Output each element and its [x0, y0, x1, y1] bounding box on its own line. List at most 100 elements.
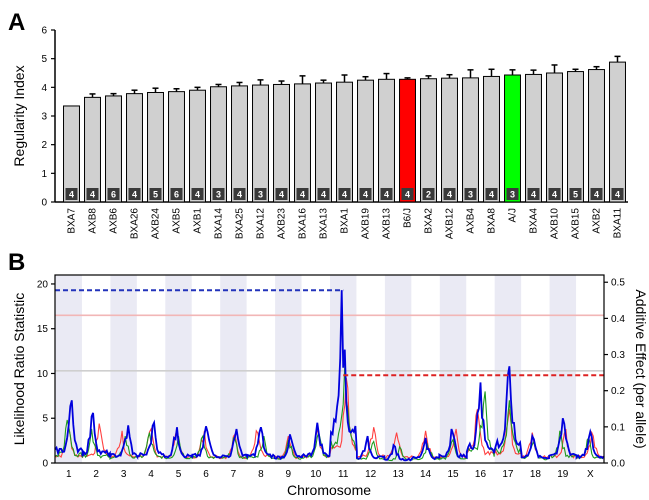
a-bar [336, 81, 353, 203]
a-bar [399, 78, 416, 203]
b-chromosome-label: 16 [475, 469, 487, 480]
a-n-box [212, 188, 225, 200]
a-n-box [590, 188, 603, 200]
a-bar [588, 69, 605, 203]
a-n-label: 4 [531, 190, 536, 200]
a-category-label: AXB1 [193, 208, 204, 234]
b-chromosome-label: 7 [231, 469, 237, 480]
a-n-box [128, 188, 141, 200]
a-n-label: 5 [573, 190, 578, 200]
a-category-label: BXA4 [529, 208, 540, 234]
a-category-label: AXB15 [571, 208, 582, 240]
a-n-label: 4 [90, 190, 95, 200]
a-y-ticks: 0 1 2 3 4 5 6 [41, 26, 55, 209]
bar-chart: 0 1 2 3 4 5 6 4 4 6 4 5 6 4 3 4 3 4 4 4 4 4 4 4 2 4 3 4 3 4 4 5 4 4 BXA7… [41, 26, 628, 240]
a-n-label: 4 [321, 190, 326, 200]
panel-b-label: B [8, 249, 25, 276]
a-category-label: BXA25 [235, 208, 246, 240]
a-bar [126, 93, 143, 203]
b-chromosome-label: 9 [286, 469, 292, 480]
a-n-label: 4 [195, 190, 200, 200]
a-n-box [65, 188, 78, 200]
b-left-tick-label: 20 [37, 279, 49, 290]
a-n-label: 3 [510, 190, 515, 200]
a-n-label: 4 [132, 190, 137, 200]
a-bar [357, 79, 374, 203]
a-bar [231, 85, 248, 203]
b-chromosome-label: X [587, 469, 594, 480]
a-n-box [107, 188, 120, 200]
b-chromosome-band [55, 275, 83, 463]
b-right-tick-label: 0.3 [611, 350, 625, 361]
a-n-box [86, 188, 99, 200]
a-y-tick-label: 3 [41, 112, 47, 123]
b-chromosome-label: 1 [66, 469, 72, 480]
a-category-label: AXB12 [445, 208, 456, 240]
b-chromosome-label: 17 [502, 469, 514, 480]
a-n-box [275, 188, 288, 200]
a-n-box [611, 188, 624, 200]
a-n-box [464, 188, 477, 200]
a-n-label: 4 [615, 190, 620, 200]
b-chromosome-band [549, 275, 577, 463]
b-right-tick-label: 0.0 [611, 459, 625, 470]
a-n-box [338, 188, 351, 200]
a-n-label: 4 [279, 190, 284, 200]
b-chromosome-band [274, 275, 303, 463]
a-bar [567, 71, 584, 203]
b-chromosome-label: 2 [93, 469, 99, 480]
a-category-label: BXA13 [319, 208, 330, 240]
a-category-label: AXB5 [172, 208, 183, 234]
b-chromosome-label: 5 [176, 469, 182, 480]
b-chromosome-bands [54, 275, 578, 463]
a-category-label: BXA26 [130, 208, 141, 240]
a-category-label: BXA7 [67, 208, 78, 234]
a-category-label: AXB4 [466, 208, 477, 234]
a-category-label: BXA12 [256, 208, 267, 240]
a-category-label: A/J [508, 208, 519, 222]
a-n-label: 6 [174, 190, 179, 200]
a-bar [63, 105, 80, 203]
a-n-label: 5 [153, 190, 158, 200]
a-bar [168, 91, 185, 203]
a-category-label: B6/J [403, 208, 414, 228]
a-category-label: AXB10 [550, 208, 561, 240]
a-y-tick-label: 5 [41, 54, 47, 65]
a-n-box [443, 188, 456, 200]
a-n-label: 4 [447, 190, 452, 200]
b-chromosome-band [494, 275, 522, 463]
a-y-tick-label: 2 [41, 140, 47, 151]
a-bars: 4 4 6 4 5 6 4 3 4 3 4 4 4 4 4 4 4 2 4 3 4 3 4 4 5 4 4 [63, 55, 626, 203]
a-category-label: AXB23 [277, 208, 288, 240]
a-n-label: 4 [69, 190, 74, 200]
b-chromosome-label: 12 [365, 469, 377, 480]
a-n-box [569, 188, 582, 200]
b-chromosome-band [384, 275, 412, 463]
a-n-box [401, 188, 414, 200]
b-chromosome-label: 13 [393, 469, 405, 480]
b-right-tick-label: 0.5 [611, 278, 625, 289]
a-n-label: 3 [468, 190, 473, 200]
b-chromosome-label: 3 [121, 469, 127, 480]
a-n-box [170, 188, 183, 200]
a-category-label: BXA8 [487, 208, 498, 234]
a-category-label: AXB8 [88, 208, 99, 234]
a-y-tick-label: 1 [41, 169, 47, 180]
a-n-box [191, 188, 204, 200]
a-category-label: AXB2 [592, 208, 603, 234]
a-bar [315, 82, 332, 203]
a-n-label: 4 [363, 190, 368, 200]
a-bar [546, 72, 563, 203]
a-category-labels: BXA7 AXB8 AXB6 BXA26 AXB24 AXB5 AXB1 BXA14 BXA25… [67, 208, 624, 240]
a-n-label: 4 [594, 190, 599, 200]
a-n-label: 4 [552, 190, 557, 200]
a-n-box [380, 188, 393, 200]
a-category-label: AXB13 [382, 208, 393, 240]
a-category-label: BXA14 [214, 208, 225, 240]
a-bar [105, 95, 122, 203]
b-left-tick-label: 15 [37, 324, 49, 335]
panel-a-label: A [8, 9, 25, 36]
b-left-tick-label: 0 [42, 459, 48, 470]
b-x-axis-title: Chromosome [287, 482, 371, 498]
